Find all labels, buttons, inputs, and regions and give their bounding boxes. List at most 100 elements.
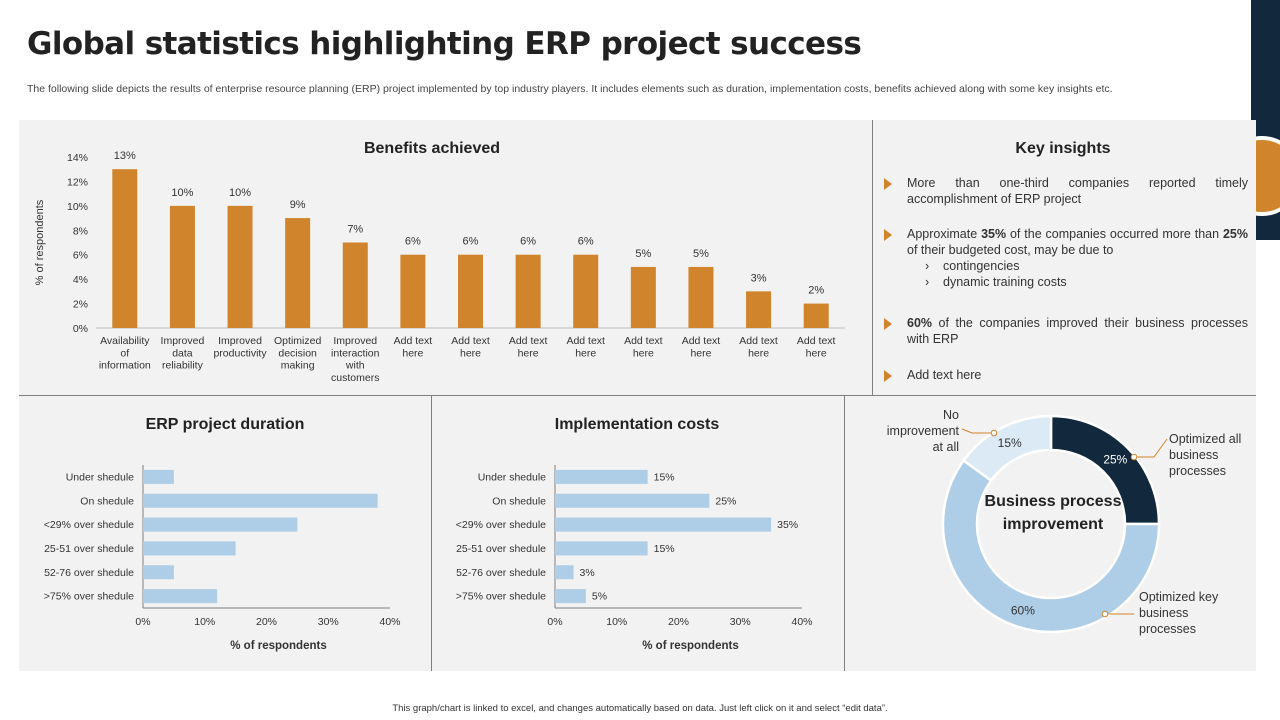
page-title: Global statistics highlighting ERP proje… bbox=[27, 26, 862, 62]
process-donut-chart: 25% 60% 15% bbox=[941, 414, 1168, 634]
benefits-y-tick: 0% bbox=[73, 323, 88, 335]
donut-slice bbox=[941, 458, 1161, 634]
benefits-category-label: Optimized decision making bbox=[274, 335, 321, 372]
triangle-bullet-icon bbox=[884, 178, 892, 190]
insight-text: Add text here bbox=[907, 368, 982, 382]
insight-item: Approximate 35% of the companies occurre… bbox=[884, 226, 1248, 290]
costs-x-tick: 20% bbox=[668, 616, 689, 628]
benefits-category-label: Improved productivity bbox=[213, 335, 267, 359]
duration-bar bbox=[143, 469, 174, 484]
duration-bar bbox=[143, 517, 298, 532]
costs-bar bbox=[555, 517, 772, 532]
donut-center-title: Business process improvement bbox=[984, 493, 1122, 533]
benefits-value-label: 13% bbox=[114, 150, 136, 162]
benefits-y-tick: 12% bbox=[67, 176, 88, 188]
benefits-y-tick: 10% bbox=[67, 201, 88, 213]
benefits-category-label: Add text here bbox=[739, 335, 778, 359]
benefits-bar bbox=[112, 169, 138, 328]
donut-value-label: 60% bbox=[1011, 604, 1035, 618]
insight-item: More than one-third companies reported t… bbox=[884, 175, 1248, 207]
page-subtitle: The following slide depicts the results … bbox=[27, 83, 1113, 95]
duration-x-tick: 10% bbox=[194, 616, 215, 628]
benefits-value-label: 5% bbox=[635, 248, 651, 260]
benefits-value-label: 6% bbox=[405, 236, 421, 248]
costs-value-label: 35% bbox=[777, 519, 798, 531]
triangle-bullet-icon bbox=[884, 318, 892, 330]
insight-text: 60% of the companies improved their busi… bbox=[907, 316, 1248, 346]
costs-x-tick: 40% bbox=[791, 616, 812, 628]
costs-x-tick: 0% bbox=[547, 616, 562, 628]
costs-category-label: On shedule bbox=[492, 495, 546, 507]
insight-text: Approximate 35% of the companies occurre… bbox=[907, 227, 1248, 257]
leader-dot bbox=[990, 429, 998, 437]
benefits-category-label: Add text here bbox=[394, 335, 433, 359]
benefits-value-label: 2% bbox=[808, 285, 824, 297]
duration-bar bbox=[143, 565, 174, 580]
benefits-bar bbox=[400, 254, 426, 328]
costs-category-label: <29% over shedule bbox=[456, 519, 546, 531]
duration-x-tick: 40% bbox=[379, 616, 400, 628]
benefits-chart-title: Benefits achieved bbox=[363, 140, 501, 157]
benefits-category-label: Add text here bbox=[682, 335, 721, 359]
benefits-value-label: 5% bbox=[693, 248, 709, 260]
costs-value-label: 15% bbox=[654, 543, 675, 555]
costs-value-label: 15% bbox=[654, 471, 675, 483]
costs-value-label: 5% bbox=[592, 591, 607, 603]
duration-category-label: On shedule bbox=[80, 495, 134, 507]
benefits-value-label: 7% bbox=[347, 224, 363, 236]
benefits-category-label: Add text here bbox=[566, 335, 605, 359]
donut-legend-no-improvement: No improvement at all bbox=[886, 408, 959, 454]
benefits-value-label: 6% bbox=[463, 236, 479, 248]
benefits-value-label: 6% bbox=[520, 236, 536, 248]
costs-bar bbox=[555, 493, 710, 508]
costs-bar bbox=[555, 589, 586, 604]
costs-x-tick: 10% bbox=[606, 616, 627, 628]
benefits-value-label: 3% bbox=[751, 272, 767, 284]
separator-vertical-bottom-right bbox=[844, 395, 845, 671]
benefits-bar bbox=[285, 218, 311, 328]
insight-subitem: › dynamic training costs bbox=[925, 275, 1067, 289]
costs-bar bbox=[555, 469, 648, 484]
chevron-right-icon: › bbox=[925, 259, 930, 273]
duration-bar bbox=[143, 589, 218, 604]
benefits-category-label: Add text here bbox=[451, 335, 490, 359]
duration-x-tick: 30% bbox=[318, 616, 339, 628]
donut-value-label: 25% bbox=[1103, 453, 1127, 467]
benefits-y-tick: 6% bbox=[73, 250, 88, 262]
duration-x-tick: 20% bbox=[256, 616, 277, 628]
benefits-value-label: 10% bbox=[171, 187, 193, 199]
duration-category-label: >75% over shedule bbox=[44, 591, 134, 603]
costs-category-label: 52-76 over shedule bbox=[456, 567, 546, 579]
costs-category-label: Under shedule bbox=[478, 471, 546, 483]
benefits-category-label: Add text here bbox=[797, 335, 836, 359]
donut-value-label: 15% bbox=[998, 436, 1022, 450]
donut-leader-optimized-all bbox=[1134, 438, 1168, 458]
donut-leader-no-improvement bbox=[961, 428, 994, 434]
separator-vertical-top bbox=[872, 120, 873, 395]
benefits-y-tick: 2% bbox=[73, 299, 88, 311]
duration-x-axis-title: % of respondents bbox=[230, 640, 326, 652]
benefits-bar bbox=[458, 254, 483, 328]
benefits-category-label: Add text here bbox=[624, 335, 663, 359]
footer-note: This graph/chart is linked to excel, and… bbox=[392, 703, 888, 714]
duration-category-label: <29% over shedule bbox=[44, 519, 134, 531]
benefits-chart: 0% 2% 4% 6% 8% 10% 12% 14% % of respondents 13% Av… bbox=[34, 150, 845, 384]
benefits-bar bbox=[515, 254, 541, 328]
benefits-bar bbox=[342, 242, 368, 328]
insight-text: More than one-third companies reported t… bbox=[907, 176, 1248, 206]
benefits-bar bbox=[630, 266, 656, 328]
benefits-bar bbox=[803, 303, 829, 328]
duration-bar bbox=[143, 541, 236, 556]
donut-slice bbox=[961, 414, 1053, 483]
triangle-bullet-icon bbox=[884, 370, 892, 382]
benefits-value-label: 6% bbox=[578, 236, 594, 248]
benefits-category-label: Improved data reliability bbox=[161, 335, 205, 372]
costs-x-axis-title: % of respondents bbox=[642, 640, 738, 652]
benefits-y-tick: 4% bbox=[73, 274, 88, 286]
donut-legend-optimized-key: Optimized key business processes bbox=[1139, 590, 1219, 636]
insight-item: Add text here bbox=[884, 367, 1248, 383]
costs-chart: Under shedule 15% On shedule 25% <29% over s… bbox=[456, 465, 813, 652]
benefits-bar bbox=[573, 254, 599, 328]
costs-value-label: 25% bbox=[715, 495, 736, 507]
duration-category-label: 52-76 over shedule bbox=[44, 567, 134, 579]
